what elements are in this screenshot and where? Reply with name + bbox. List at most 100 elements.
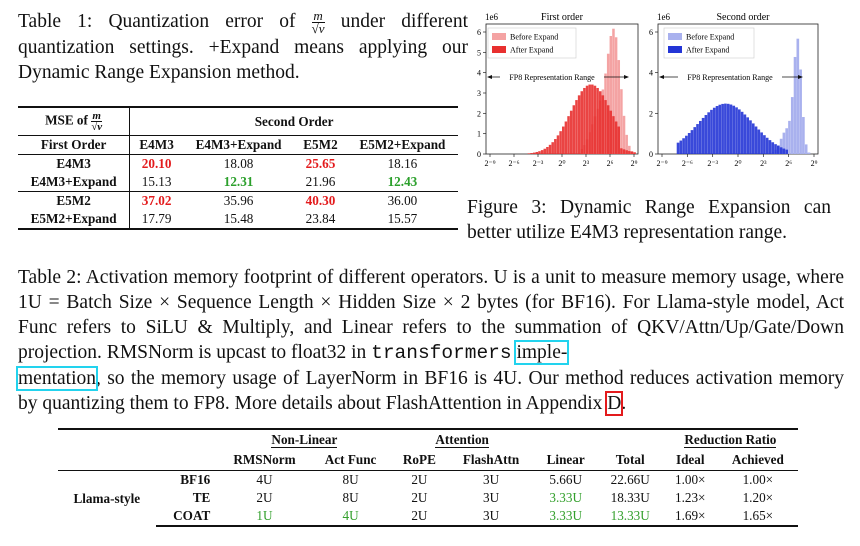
hist-bar-after (540, 150, 544, 154)
hist-bar-before (782, 132, 786, 154)
hist-bar-after (530, 153, 533, 154)
table-row: TE 2U 8U 2U 3U 3.33U 18.33U 1.23× 1.20× (58, 489, 798, 507)
cell: 1.23× (674, 490, 706, 505)
cell: 1.65× (717, 507, 798, 527)
y-tick-label: 4 (477, 69, 481, 78)
hist-bar-after (532, 152, 536, 154)
hist-bar-after (569, 110, 573, 154)
right-scale: 1e6 (657, 12, 670, 22)
hist-bar-after (583, 87, 586, 154)
cell: 13.33U (597, 507, 663, 527)
hist-bar-after (774, 144, 777, 154)
table-row: E4M3 20.10 18.08 25.65 18.16 (18, 154, 458, 173)
cell: 3.33U (533, 507, 598, 527)
hist-bar-after (726, 103, 730, 154)
hist-bar-before (799, 69, 802, 154)
cell: 18.16 (387, 156, 418, 171)
appendix-link[interactable]: D (605, 391, 624, 416)
hist-bar-after (577, 95, 581, 154)
table1-caption-suffix: under different quantization settings. +… (18, 11, 468, 84)
hist-bar-after (729, 104, 733, 154)
attention-header: Attention (390, 428, 534, 450)
col-header: Ideal (675, 452, 705, 467)
left-title: First order (541, 12, 584, 23)
figure3-caption: Figure 3: Dynamic Range Expansion can be… (467, 197, 831, 243)
col-header: Total (615, 452, 645, 467)
hist-bar-after (625, 150, 628, 154)
cell: 12.31 (223, 174, 254, 189)
legend-before: Before Expand (686, 33, 734, 42)
row-label: BF16 (155, 470, 219, 489)
cell: 1.20× (742, 490, 774, 505)
figure3-plots: 1e6 First order 0 1 2 3 4 5 6 2⁻⁹ 2⁻⁶ 2⁻³ 2⁰ 2³ 2⁶ 2… (477, 12, 819, 168)
cell: 2U (256, 490, 273, 505)
implementation-link[interactable]: imple- (514, 340, 570, 365)
x-tick-label: 2⁰ (734, 159, 741, 168)
hist-bar-after (617, 126, 621, 154)
reduction-header: Reduction Ratio (662, 428, 798, 450)
hist-bar-after (622, 149, 626, 154)
y-tick-label: 0 (477, 150, 481, 159)
hist-bar-after (630, 151, 634, 154)
legend-swatch-after (492, 46, 506, 53)
caption-text: Table 2: Activation memory footprint of … (18, 267, 844, 363)
hist-bar-after (612, 116, 615, 154)
hist-bar-after (575, 100, 578, 154)
cell: 18.33U (610, 490, 650, 505)
cell: 40.30 (294, 191, 347, 210)
cell: 22.66U (597, 470, 663, 489)
col-header: Linear (546, 452, 585, 467)
hist-bar-after (679, 140, 683, 154)
hist-bar-after (628, 151, 631, 154)
cell: 15.13 (129, 173, 183, 192)
hist-bar-after (732, 105, 736, 154)
hist-bar-after (620, 148, 623, 154)
cell: 3U (448, 507, 534, 527)
hist-bar-before (804, 144, 808, 154)
hist-bar-after (724, 103, 727, 154)
hist-bar-after (754, 126, 758, 154)
y-tick-label: 0 (649, 150, 653, 159)
cell: 1.00× (717, 470, 798, 489)
hist-bar-after (562, 126, 565, 154)
col-header: RMSNorm (233, 452, 296, 467)
x-tick-label: 2⁻⁹ (656, 159, 667, 168)
nonlinear-header: Non-Linear (218, 428, 391, 450)
col-header: Achieved (731, 452, 784, 467)
math-fraction: m √v (311, 8, 325, 37)
cell: 20.10 (129, 154, 183, 173)
cell: 37.02 (129, 191, 183, 210)
hist-bar-after (740, 111, 744, 154)
first-order-header: First Order (18, 135, 130, 155)
hist-bar-before (620, 89, 623, 154)
x-tick-label: 2³ (760, 159, 767, 168)
hist-bar-before (793, 56, 797, 154)
hist-bar-before (796, 38, 800, 154)
x-tick-label: 2⁻³ (533, 159, 544, 168)
y-tick-label: 1 (477, 130, 481, 139)
implementation-link-cont[interactable]: mentation (16, 366, 98, 391)
hist-bar-after (593, 85, 597, 154)
cell: 12.43 (387, 174, 418, 189)
x-tick-label: 2³ (583, 159, 590, 168)
y-tick-label: 5 (477, 48, 481, 57)
hist-bar-after (567, 116, 570, 154)
hist-bar-after (601, 95, 605, 154)
hist-bar-before (790, 97, 794, 154)
table-row: E5M2 37.02 35.96 40.30 36.00 (18, 191, 458, 210)
cell: 25.65 (305, 156, 336, 171)
col-header: E5M2 (294, 135, 347, 155)
hist-bar-after (543, 148, 547, 154)
range-label: FP8 Representation Range (687, 73, 773, 82)
hist-bar-before (606, 53, 610, 154)
hist-bar-after (715, 106, 719, 154)
hist-bar-after (535, 151, 539, 154)
hist-bar-after (685, 135, 688, 154)
legend-swatch-after (668, 46, 682, 53)
hist-bar-after (699, 120, 702, 154)
col-header: RoPE (402, 452, 436, 467)
hist-bar-after (743, 114, 747, 154)
cell: 23.84 (294, 210, 347, 230)
model-label: Llama-style (58, 470, 156, 526)
